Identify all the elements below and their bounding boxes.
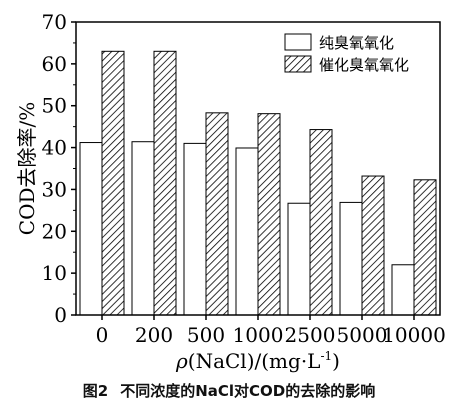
x-axis-label-symbol: ρ (175, 349, 188, 373)
bar-catalytic-ozone-2500 (309, 129, 333, 316)
bar-pure-ozone-200 (131, 141, 155, 316)
bar-pure-ozone-2500 (287, 202, 311, 316)
x-tick-label: 0 (96, 323, 109, 347)
x-tick-label: 5000 (337, 323, 388, 347)
bar-pure-ozone-1000 (235, 147, 259, 316)
bar-pure-ozone-0 (79, 142, 103, 316)
y-axis-label: COD去除率/% (15, 102, 39, 235)
legend-swatch (284, 55, 312, 73)
x-axis-label-superscript: -1 (320, 349, 332, 363)
y-tick-label: 50 (42, 94, 67, 118)
legend-swatch (284, 33, 312, 51)
x-tick-label: 2500 (285, 323, 336, 347)
bar-catalytic-ozone-200 (153, 50, 177, 316)
x-tick-label: 1000 (233, 323, 284, 347)
bar-catalytic-ozone-10000 (413, 179, 437, 316)
figure-caption: 图2 不同浓度的NaCl对COD的去除的影响 (0, 380, 458, 401)
y-tick-label: 60 (42, 52, 67, 76)
bar-pure-ozone-500 (183, 142, 207, 316)
bar-pure-ozone-10000 (391, 264, 415, 316)
figure-caption-text: 不同浓度的NaCl对COD的去除的影响 (120, 382, 376, 400)
x-axis-label-text: (NaCl)/(mg·L (188, 349, 321, 373)
x-tick-label: 200 (135, 323, 173, 347)
x-axis-label-end: ) (332, 349, 340, 373)
y-tick-label: 0 (54, 303, 67, 327)
figure-number: 图2 (82, 382, 109, 400)
legend-label: 纯臭氧氧化 (319, 34, 394, 52)
y-tick-label: 20 (42, 219, 67, 243)
y-tick-label: 10 (42, 261, 67, 285)
bar-catalytic-ozone-5000 (361, 175, 385, 316)
x-tick-label: 500 (187, 323, 225, 347)
bar-catalytic-ozone-1000 (257, 113, 281, 316)
y-tick-label: 30 (42, 177, 67, 201)
x-axis-label: ρ(NaCl)/(mg·L-1) (175, 349, 340, 373)
bars-layer (79, 50, 437, 316)
legend-label: 催化臭氧氧化 (319, 56, 409, 74)
y-tick-label: 70 (42, 10, 67, 34)
x-tick-label: 10000 (382, 323, 446, 347)
bar-catalytic-ozone-0 (101, 50, 125, 316)
y-tick-label: 40 (42, 136, 67, 160)
bar-pure-ozone-5000 (339, 201, 363, 316)
bar-catalytic-ozone-500 (205, 112, 229, 316)
